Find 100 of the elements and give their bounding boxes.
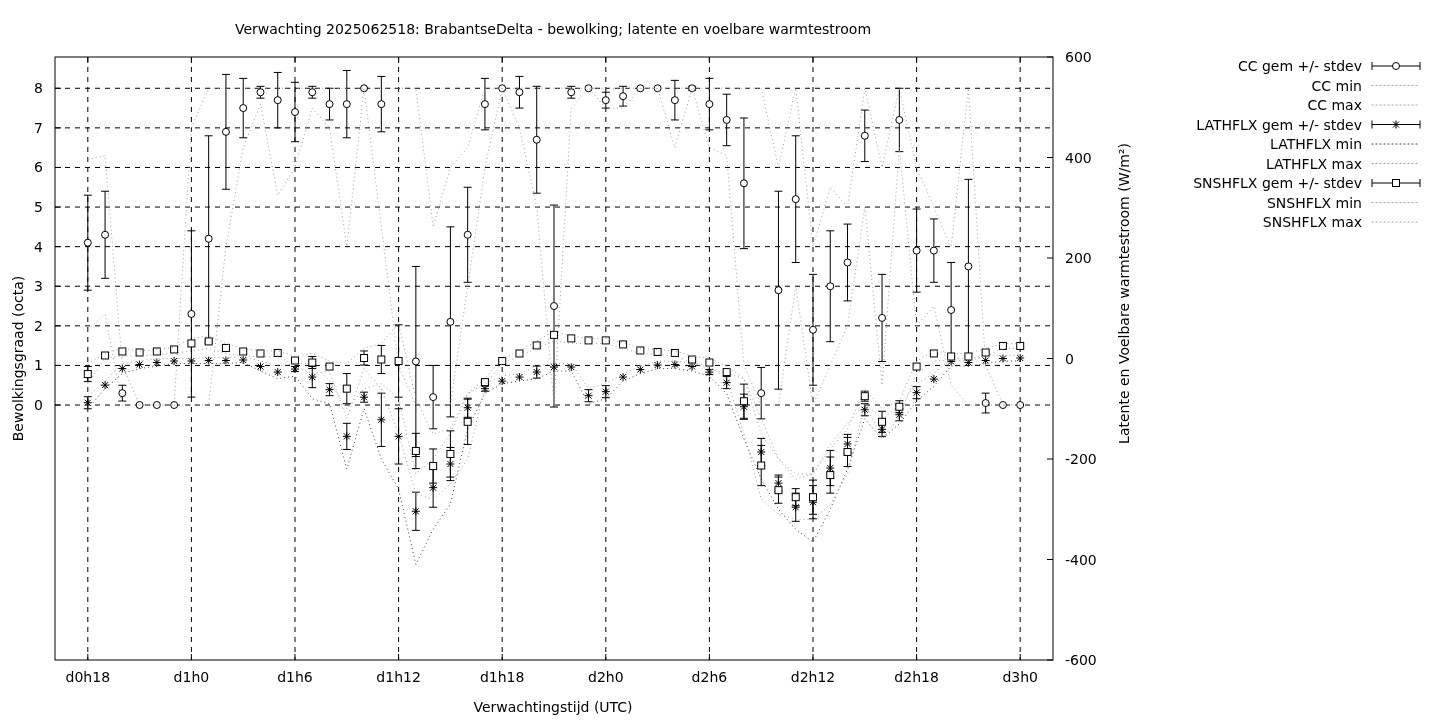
line-series <box>87 360 1021 566</box>
point <box>118 389 127 398</box>
point <box>307 372 317 382</box>
point <box>169 356 179 366</box>
point <box>394 431 404 441</box>
y-tick-label: 6 <box>34 159 44 176</box>
point <box>411 506 421 516</box>
point <box>411 446 420 455</box>
legend-label: SNSHFLX max <box>1262 214 1362 230</box>
point <box>635 365 645 375</box>
point <box>428 483 438 493</box>
y2-axis-title: Latente en Voelbare warmtestroom (W/m²) <box>1116 143 1132 444</box>
legend-label: LATHFLX min <box>1270 136 1362 152</box>
point <box>515 349 524 358</box>
point <box>550 330 558 339</box>
point <box>1015 353 1025 363</box>
x-tick-label: d2h0 <box>588 669 624 685</box>
x-tick-label: d1h12 <box>376 669 421 685</box>
point <box>187 339 196 348</box>
point <box>739 179 748 188</box>
x-tick-label: d0h18 <box>65 669 111 685</box>
y-tick-label: 4 <box>34 238 44 255</box>
point <box>117 364 127 374</box>
point <box>255 362 265 372</box>
point <box>791 493 800 502</box>
point <box>947 306 956 314</box>
point <box>860 131 869 140</box>
point <box>826 471 835 480</box>
point <box>670 96 679 105</box>
point <box>550 302 558 311</box>
y-tick-label: 7 <box>34 119 43 136</box>
point <box>912 246 921 255</box>
point <box>342 384 351 393</box>
x-tick-label: d2h18 <box>894 669 939 685</box>
point <box>843 447 852 456</box>
point <box>273 367 283 377</box>
point <box>843 258 852 267</box>
point <box>394 357 403 366</box>
y-tick-label: 5 <box>34 199 43 216</box>
point <box>567 334 576 343</box>
legend-label: CC max <box>1307 97 1362 113</box>
point <box>480 100 489 109</box>
point <box>670 348 679 357</box>
point <box>687 362 697 372</box>
point <box>463 403 473 413</box>
x-tick-label: d1h18 <box>479 669 525 685</box>
point <box>739 397 748 406</box>
point <box>238 355 248 365</box>
point <box>325 362 334 371</box>
point <box>757 461 766 470</box>
point <box>878 417 887 426</box>
point <box>601 336 610 345</box>
legend-label: LATHFLX max <box>1265 155 1362 172</box>
point <box>221 127 230 136</box>
point <box>549 362 559 372</box>
point <box>722 115 731 124</box>
point <box>912 362 921 371</box>
point <box>221 356 231 366</box>
point <box>670 360 680 370</box>
point <box>152 347 161 356</box>
point <box>204 234 213 243</box>
point <box>998 341 1007 350</box>
point <box>170 345 179 354</box>
point <box>929 349 938 358</box>
x-axis-title: Verwachtingstijd (UTC) <box>473 699 633 715</box>
point <box>981 348 990 357</box>
point <box>895 115 904 124</box>
point <box>584 84 593 93</box>
x-tick-label: d3h0 <box>1002 669 1038 685</box>
y2-tick-label: 400 <box>1065 149 1092 166</box>
point <box>756 447 766 457</box>
point <box>705 100 714 109</box>
y2-tick-label: -400 <box>1065 551 1097 568</box>
y-axis-title: Bewolkingsgraad (octa) <box>10 275 26 442</box>
point <box>342 100 351 109</box>
point <box>101 351 110 360</box>
point <box>101 230 110 239</box>
point <box>118 347 127 356</box>
point <box>463 230 472 239</box>
point <box>653 360 663 370</box>
point <box>964 352 973 361</box>
point <box>653 347 662 356</box>
point <box>463 417 472 426</box>
point <box>446 449 455 458</box>
point <box>429 462 438 471</box>
point <box>964 262 973 271</box>
point <box>497 376 507 386</box>
point <box>446 317 455 326</box>
point <box>636 84 645 93</box>
legend-label: CC gem +/- stdev <box>1237 58 1362 74</box>
point <box>619 340 628 349</box>
y2-tick-label: 600 <box>1065 49 1092 65</box>
x-tick-label: d1h6 <box>277 669 313 685</box>
point <box>325 100 334 109</box>
point <box>291 108 299 117</box>
y-tick-label: 2 <box>34 317 43 334</box>
point <box>239 347 248 356</box>
point <box>705 358 714 367</box>
point <box>221 343 230 352</box>
point <box>377 355 386 364</box>
